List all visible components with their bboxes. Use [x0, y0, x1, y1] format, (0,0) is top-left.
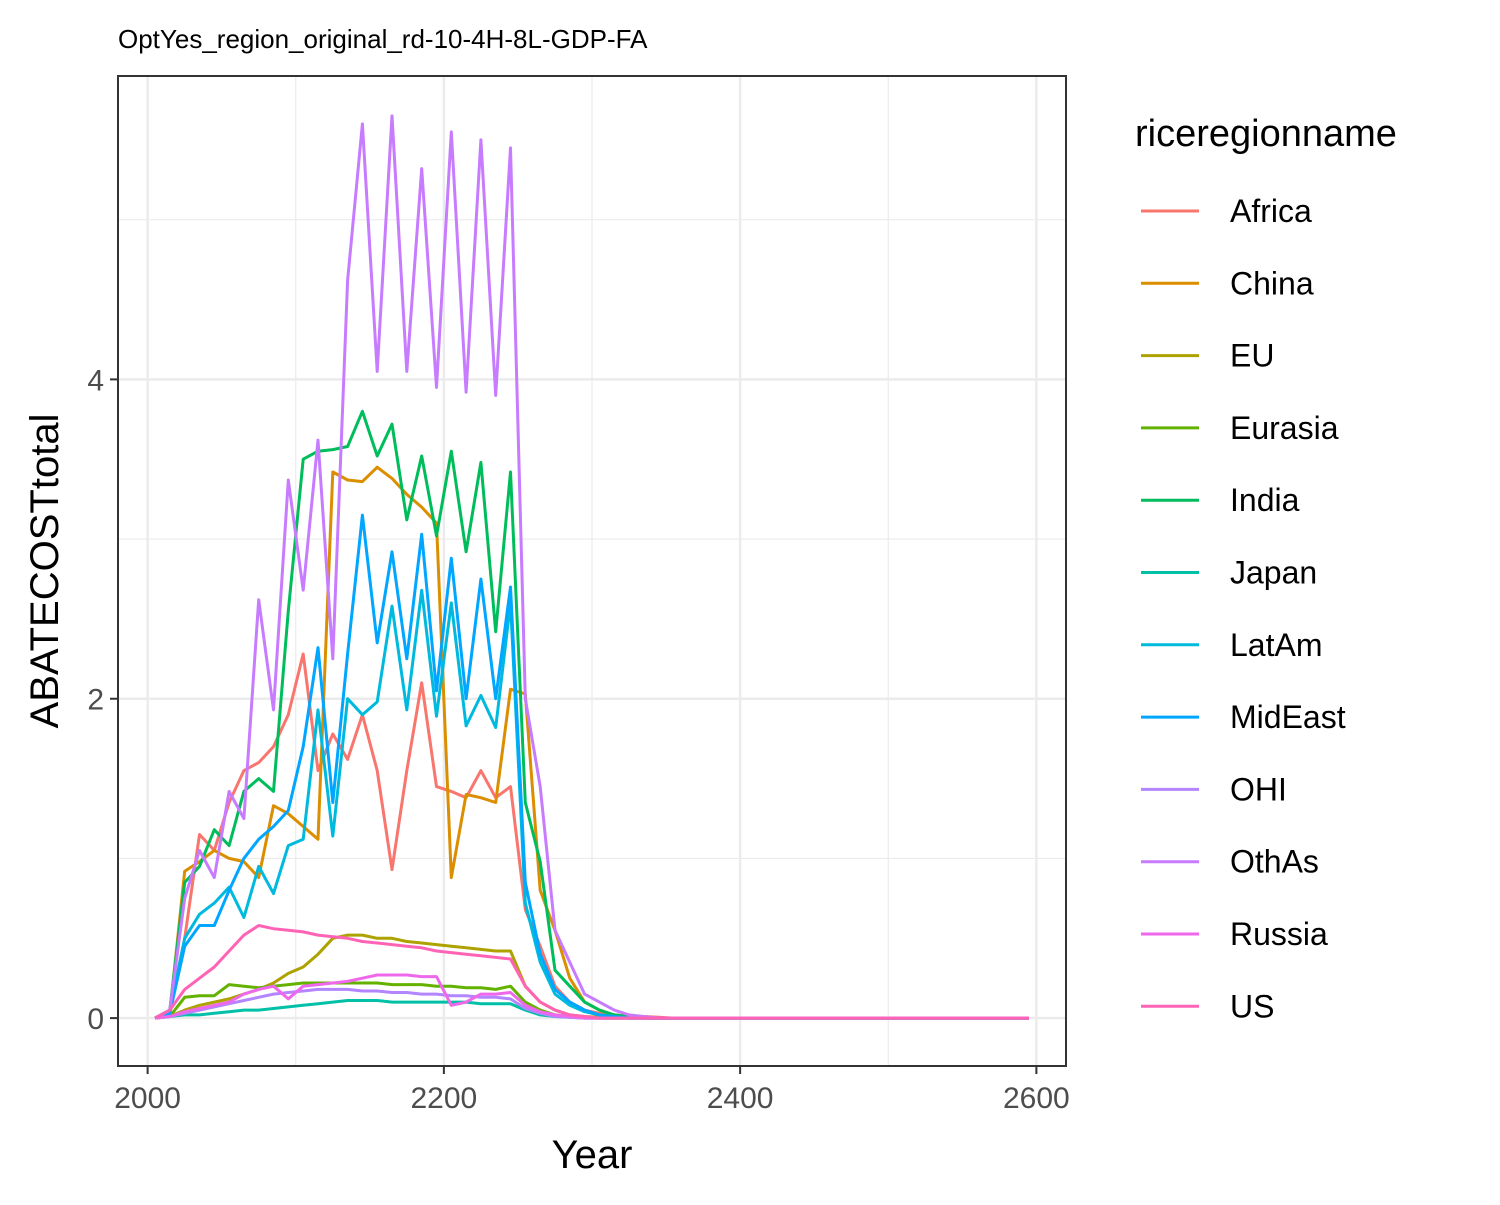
x-tick-label: 2200	[411, 1082, 478, 1115]
series-layer	[154, 114, 1029, 1020]
legend-label-china: China	[1230, 265, 1314, 301]
legend-title: riceregionname	[1135, 113, 1397, 155]
legend-label-mideast: MidEast	[1230, 699, 1346, 735]
legend-label-africa: Africa	[1230, 193, 1312, 229]
legend-label-ohi: OHI	[1230, 771, 1287, 807]
legend-label-eu: EU	[1230, 338, 1274, 374]
legend-label-us: US	[1230, 988, 1274, 1024]
y-tick-label: 0	[87, 1003, 104, 1036]
legend: riceregionname Africa China EU Eurasia India…	[1135, 113, 1397, 1024]
legend-label-latam: LatAm	[1230, 627, 1322, 663]
y-axis: 0 2 4	[87, 364, 118, 1036]
series-line-us	[154, 924, 1029, 1020]
legend-label-eurasia: Eurasia	[1230, 410, 1339, 446]
y-tick-label: 2	[87, 684, 104, 717]
panel-border	[117, 75, 1067, 1067]
legend-label-russia: Russia	[1230, 916, 1328, 952]
legend-label-japan: Japan	[1230, 555, 1317, 591]
x-tick-label: 2400	[707, 1082, 774, 1115]
chart-title: OptYes_region_original_rd-10-4H-8L-GDP-F…	[118, 24, 648, 54]
plot-panel	[117, 75, 1067, 1067]
y-axis-title: ABATECOSTtotal	[23, 414, 67, 729]
grid-minor	[118, 76, 1066, 1066]
x-tick-label: 2600	[1003, 1082, 1070, 1115]
y-tick-label: 4	[87, 364, 104, 397]
x-axis: 2000 2200 2400 2600	[114, 1066, 1070, 1115]
legend-label-othas: OthAs	[1230, 844, 1319, 880]
legend-label-india: India	[1230, 482, 1300, 518]
x-tick-label: 2000	[114, 1082, 181, 1115]
x-axis-title: Year	[552, 1133, 633, 1177]
legend-items: Africa China EU Eurasia India Japan LatAm MidEa…	[1141, 193, 1346, 1024]
